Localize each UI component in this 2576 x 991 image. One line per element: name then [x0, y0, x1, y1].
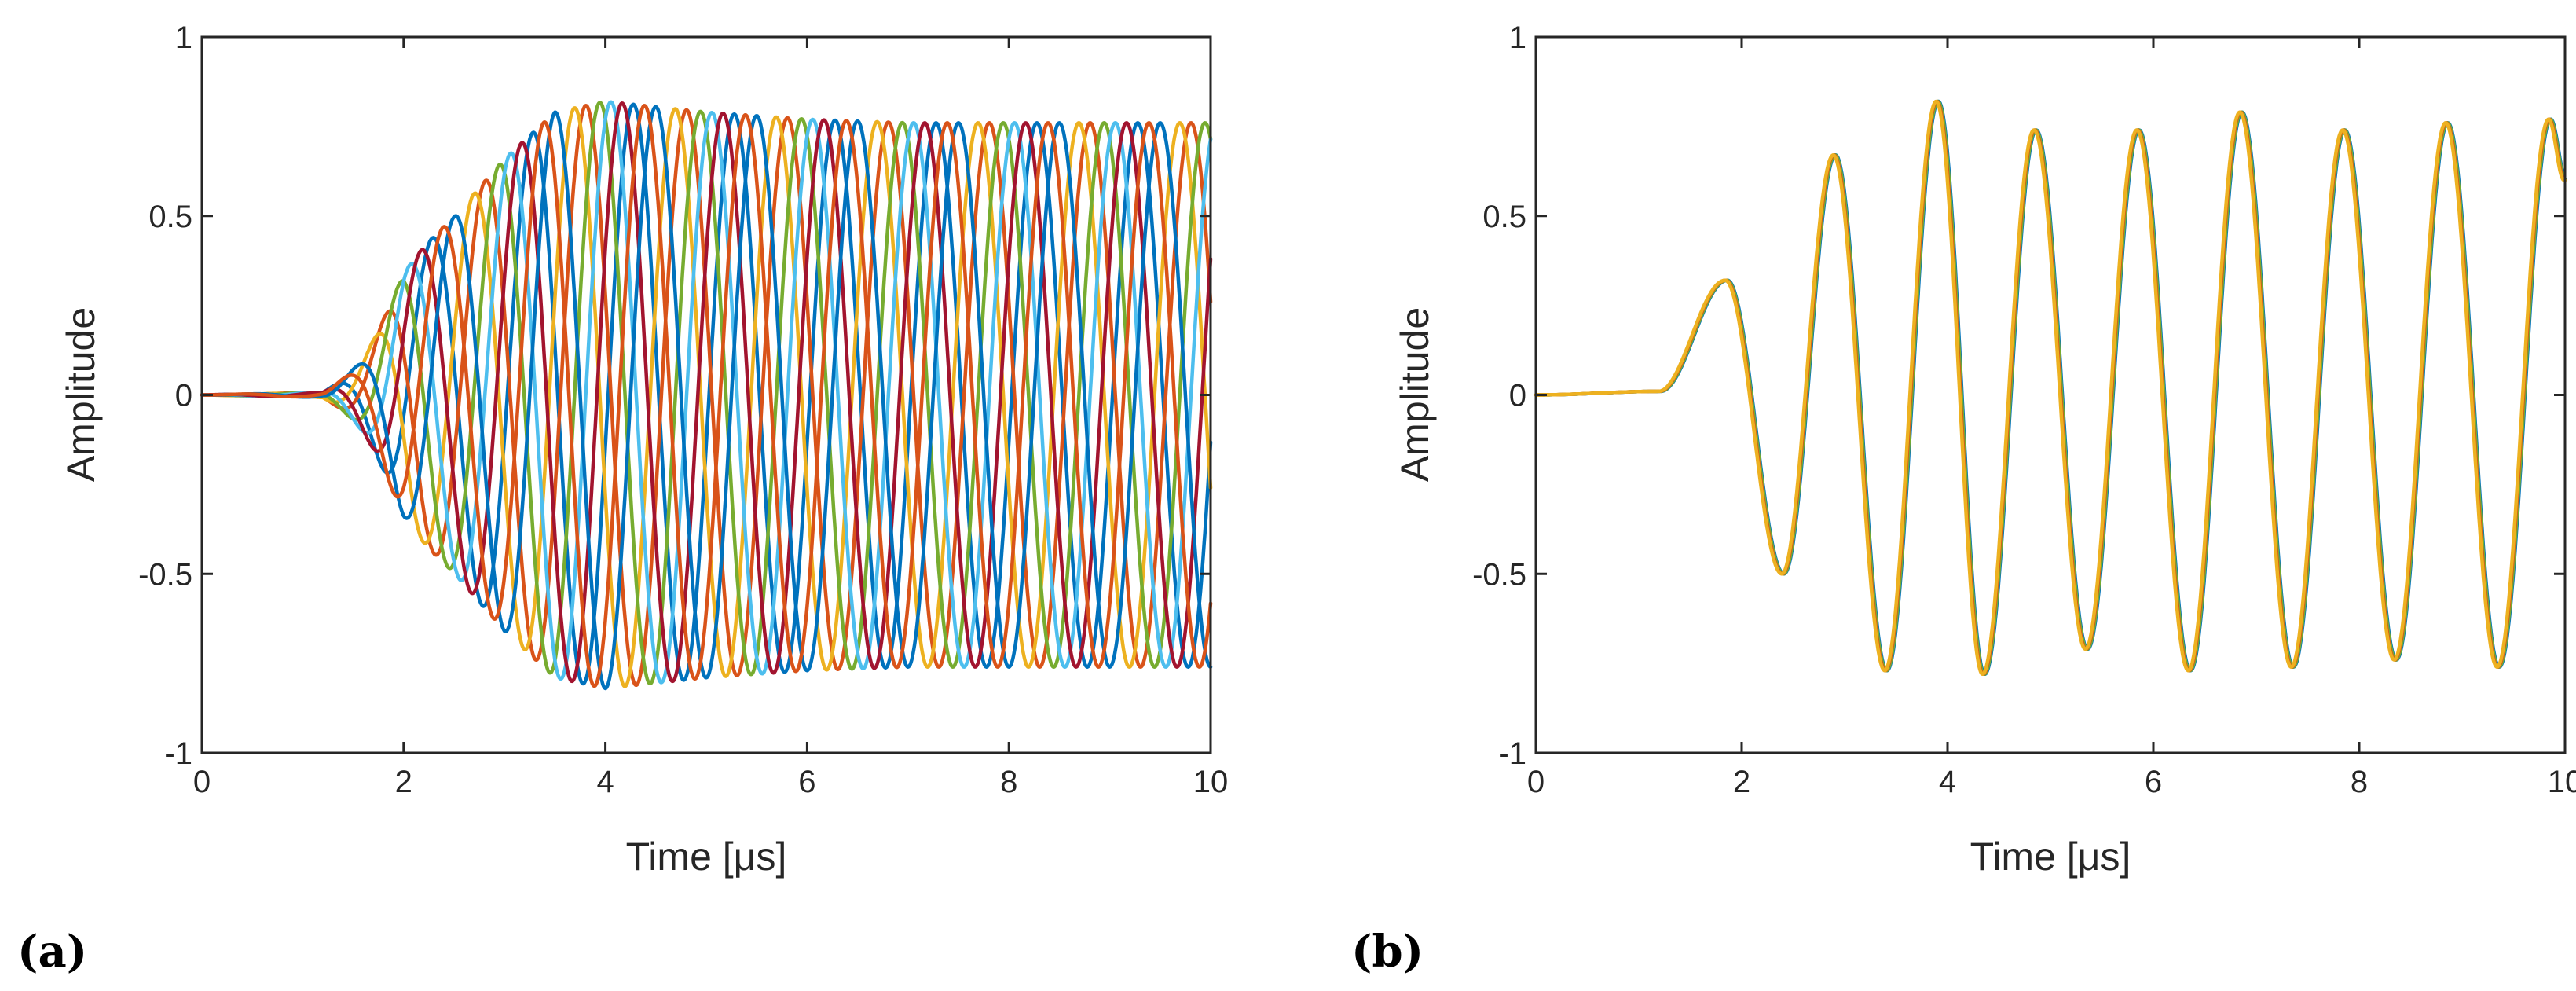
panel-b-series-group: [1534, 99, 2567, 677]
panel-b-x-axis-title: Time [μs]: [1970, 835, 2131, 879]
panel-b-y-tick-label: 0: [1509, 379, 1526, 413]
panel-a-series-line-2: [200, 104, 1213, 688]
panel-b-series-line-4: [1534, 99, 2567, 676]
panel-b-x-tick-label: 10: [2548, 765, 2576, 799]
panel-b-x-tick-label: 6: [2145, 765, 2162, 799]
panel-a: 0 2 4 6 8 10 -1 -0.5 0 0.5 1 Time [μs] Amplitude (…: [17, 20, 1228, 978]
panel-a-x-axis-title-prefix: Time [: [626, 835, 734, 879]
panel-b-x-tick-label: 4: [1939, 765, 1956, 799]
panel-b-y-tick-label: 1: [1509, 20, 1526, 55]
panel-a-series-line-8: [200, 104, 1213, 688]
panel-a-y-tick-label: -0.5: [138, 557, 192, 592]
panel-b: 0 2 4 6 8 10 -1 -0.5 0 0.5 1 Time [μs] Amplitude (…: [1351, 20, 2576, 978]
panel-a-y-axis-title: Amplitude: [59, 307, 103, 482]
panel-a-x-axis-title-unit: μs]: [734, 835, 787, 879]
panel-b-y-tick-label: 0.5: [1482, 200, 1526, 234]
panel-b-y-tick-label: -1: [1498, 736, 1526, 771]
panel-b-y-axis-title: Amplitude: [1393, 307, 1437, 482]
panel-b-x-tick-label: 8: [2351, 765, 2368, 799]
panel-a-x-tick-label: 4: [596, 765, 614, 799]
panel-a-ticks: 0 2 4 6 8 10 -1 -0.5 0 0.5 1: [138, 20, 1228, 799]
panel-b-y-tick-label: -0.5: [1472, 557, 1526, 592]
panel-a-x-tick-label: 8: [1000, 765, 1017, 799]
panel-b-x-tick-label: 0: [1527, 765, 1545, 799]
panel-a-x-tick-label: 0: [193, 765, 211, 799]
panel-b-label: (b): [1351, 926, 1424, 978]
panel-a-y-tick-label: -1: [164, 736, 192, 771]
panel-a-series-line-5: [200, 100, 1213, 685]
panel-a-x-axis-title: Time [μs]: [626, 835, 787, 879]
panel-b-x-axis-title-prefix: Time [: [1970, 835, 2078, 879]
panel-a-x-tick-label: 2: [395, 765, 412, 799]
panel-b-ticks: 0 2 4 6 8 10 -1 -0.5 0 0.5 1: [1472, 20, 2576, 799]
panel-a-y-tick-label: 1: [175, 20, 192, 55]
panel-b-x-tick-label: 2: [1733, 765, 1750, 799]
panel-b-x-axis-title-unit: μs]: [2078, 835, 2131, 879]
panel-a-x-tick-label: 6: [798, 765, 815, 799]
panel-a-series-line-3: [200, 106, 1213, 688]
panel-a-series-group: [200, 100, 1213, 691]
panel-a-label: (a): [17, 926, 87, 978]
panel-a-series-line-7: [200, 105, 1213, 691]
panel-a-x-tick-label: 10: [1193, 765, 1229, 799]
panel-a-y-tick-label: 0: [175, 379, 192, 413]
panel-a-y-tick-label: 0.5: [148, 200, 192, 234]
